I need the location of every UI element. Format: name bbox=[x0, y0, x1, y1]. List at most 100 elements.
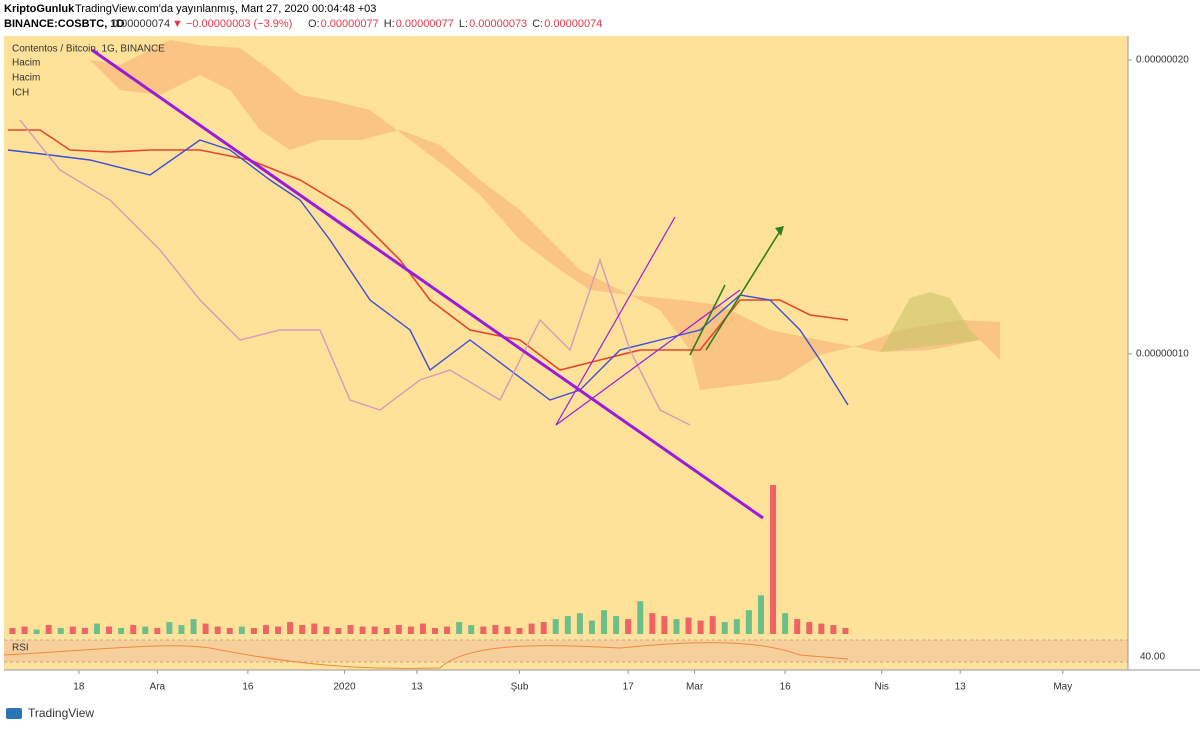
volume-bar bbox=[395, 625, 402, 634]
volume-bar bbox=[238, 626, 245, 634]
volume-bar bbox=[347, 625, 354, 634]
volume-bar bbox=[782, 613, 789, 634]
volume-bar bbox=[118, 628, 125, 634]
cloud bbox=[880, 292, 1000, 360]
volume-bar bbox=[287, 622, 294, 634]
x-tick-label: 16 bbox=[780, 682, 792, 693]
volume-bar bbox=[45, 625, 52, 634]
volume-bar bbox=[106, 626, 113, 634]
volume-bar bbox=[299, 625, 306, 634]
x-tick-label: 18 bbox=[73, 682, 85, 693]
volume-bar bbox=[190, 619, 197, 634]
volume-bar bbox=[757, 595, 764, 634]
logo bbox=[6, 708, 22, 719]
volume-bar bbox=[359, 626, 366, 634]
pane-label: Hacim bbox=[12, 73, 40, 84]
x-tick-label: 16 bbox=[242, 682, 254, 693]
volume-bar bbox=[588, 620, 595, 634]
volume-bar bbox=[9, 628, 16, 634]
volume-bar bbox=[564, 616, 571, 634]
volume-bar bbox=[842, 628, 849, 634]
volume-bar bbox=[637, 601, 644, 634]
ohlc-item: 0.00000077 bbox=[321, 18, 379, 30]
volume-bar bbox=[661, 616, 668, 634]
y-tick-label: 0.00000020 bbox=[1136, 55, 1189, 66]
volume-bar bbox=[770, 485, 777, 634]
footer: TradingView bbox=[28, 706, 94, 720]
volume-bar bbox=[745, 610, 752, 634]
x-tick-label: 17 bbox=[623, 682, 635, 693]
x-tick-label: Mar bbox=[686, 682, 704, 693]
published: TradingView.com'da yayınlanmış, Mart 27,… bbox=[75, 3, 376, 15]
lagging-span bbox=[19, 119, 691, 426]
trend-line bbox=[91, 48, 764, 520]
volume-bar bbox=[323, 626, 330, 634]
volume-bar bbox=[528, 623, 535, 634]
volume-bar bbox=[516, 628, 523, 634]
volume-bar bbox=[81, 628, 88, 634]
change: ▼ −0.00000003 (−3.9%) bbox=[172, 18, 292, 30]
volume-bar bbox=[57, 628, 64, 634]
volume-bar bbox=[601, 610, 608, 634]
volume-bar bbox=[613, 616, 620, 634]
volume-bar bbox=[625, 619, 632, 634]
labels: KriptoGunluk TradingView.com'da yayınlan… bbox=[4, 3, 1165, 720]
cloud bbox=[90, 40, 1000, 390]
volume-bar bbox=[371, 626, 378, 634]
volume-bar bbox=[130, 625, 137, 634]
volume-bar bbox=[69, 626, 76, 634]
ohlc-item: H: bbox=[384, 18, 395, 30]
pane-label: ICH bbox=[12, 88, 29, 99]
series-layer bbox=[9, 485, 849, 634]
volume-bar bbox=[311, 623, 318, 634]
ohlc-item: C: bbox=[532, 18, 543, 30]
volume-bar bbox=[552, 619, 559, 634]
rsi-band bbox=[4, 640, 1128, 662]
rsi-line bbox=[3, 642, 849, 669]
drawings bbox=[3, 48, 849, 669]
volume-bar bbox=[166, 622, 173, 634]
volume-bar bbox=[697, 620, 704, 634]
volume-bar bbox=[419, 623, 426, 634]
volume-bar bbox=[202, 623, 209, 634]
symbol: BINANCE:COSBTC, 1D bbox=[4, 18, 124, 30]
ohlc-item: O: bbox=[308, 18, 320, 30]
volume-bar bbox=[250, 628, 257, 634]
volume-bar bbox=[407, 626, 414, 634]
volume-bar bbox=[335, 628, 342, 634]
volume-bar bbox=[673, 619, 680, 634]
volume-bar bbox=[468, 625, 475, 634]
rsi-level: 40.00 bbox=[1140, 652, 1165, 663]
pane-title: Contentos / Bitcoin, 1G, BINANCE bbox=[12, 44, 165, 55]
volume-bar bbox=[576, 613, 583, 634]
x-tick-label: 2020 bbox=[333, 682, 356, 693]
x-tick-label: Ara bbox=[150, 682, 166, 693]
x-tick-label: 13 bbox=[955, 682, 967, 693]
volume-bar bbox=[685, 617, 692, 634]
conversion-line bbox=[7, 139, 849, 406]
ohlc: O: 0.00000077 H: 0.00000077 L: 0.00000073 C: 0.… bbox=[308, 18, 602, 30]
trend-line bbox=[555, 289, 741, 426]
publisher: KriptoGunluk bbox=[4, 3, 75, 15]
ohlc-item: 0.00000074 bbox=[544, 18, 602, 30]
ohlc-item: 0.00000073 bbox=[469, 18, 527, 30]
volume-bar bbox=[721, 622, 728, 634]
x-tick-label: Şub bbox=[511, 682, 529, 693]
volume-bar bbox=[649, 613, 656, 634]
x-tick-label: Nis bbox=[874, 682, 888, 693]
last: 0.00000074 bbox=[112, 18, 170, 30]
volume-bar bbox=[275, 626, 282, 634]
volume-bar bbox=[178, 625, 185, 634]
ohlc-item: L: bbox=[459, 18, 468, 30]
volume-bar bbox=[142, 626, 149, 634]
volume-bar bbox=[262, 625, 269, 634]
volume-bar bbox=[830, 625, 837, 634]
x-tick-label: May bbox=[1053, 682, 1072, 693]
volume-bar bbox=[818, 623, 825, 634]
arrow-head bbox=[775, 226, 784, 236]
volume-bar bbox=[492, 625, 499, 634]
volume-bar bbox=[21, 626, 28, 634]
pane-label: Hacim bbox=[12, 58, 40, 69]
ichimoku bbox=[7, 40, 1000, 426]
